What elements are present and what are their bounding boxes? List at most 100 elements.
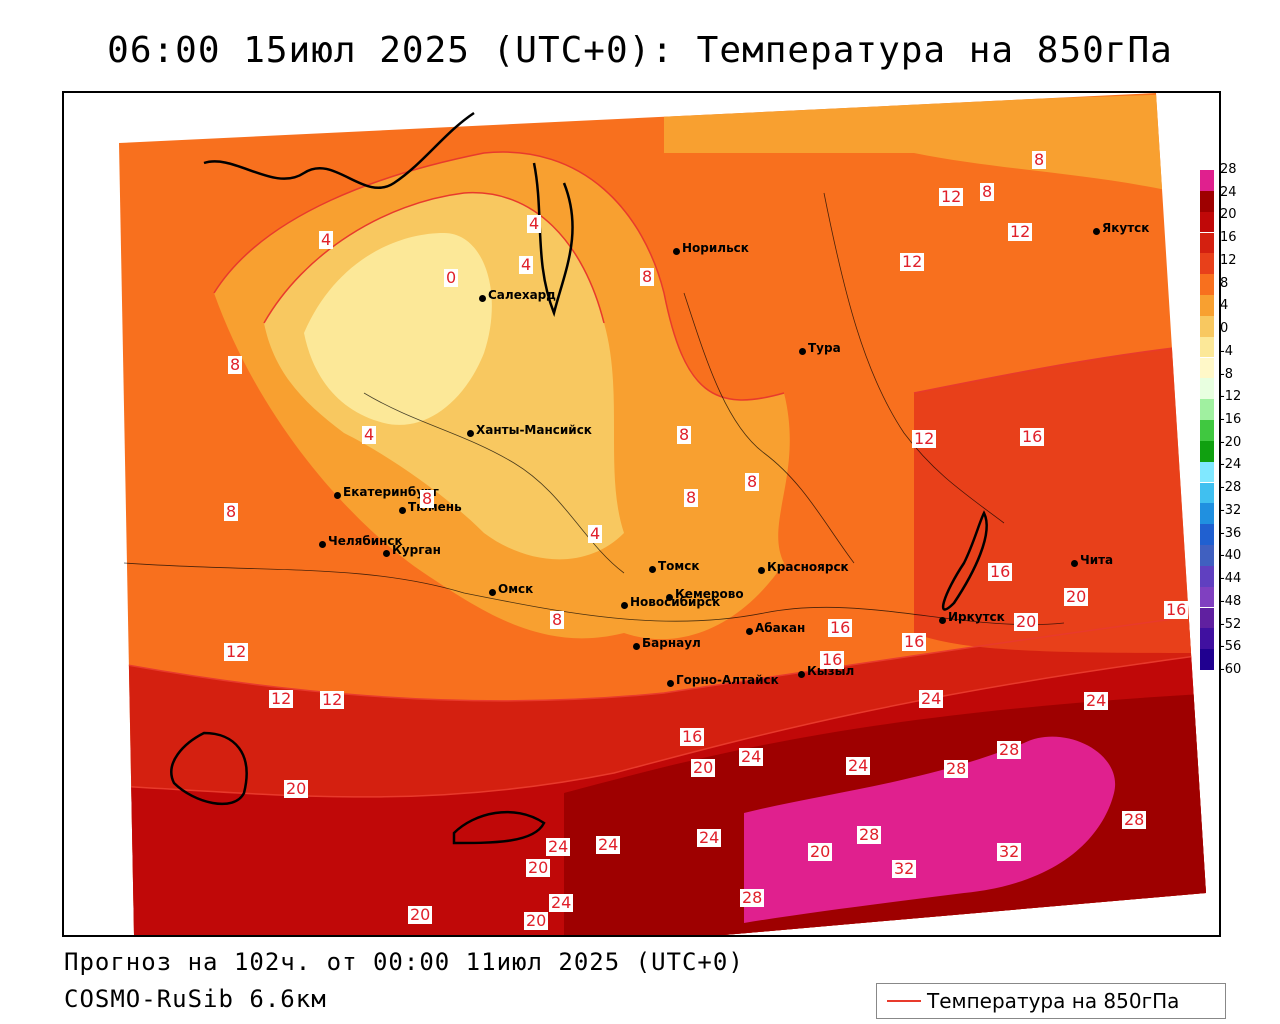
contour-label: 12 xyxy=(939,187,964,206)
colorbar-segment xyxy=(1200,545,1214,566)
contour-label: 24 xyxy=(846,756,871,775)
city-label: Салехард xyxy=(488,288,556,302)
colorbar-segment xyxy=(1200,399,1214,420)
contour-label: 24 xyxy=(1084,691,1109,710)
colorbar-tick-label: -56 xyxy=(1220,639,1242,655)
colorbar-segment xyxy=(1200,649,1214,670)
colorbar-segment xyxy=(1200,295,1214,316)
contour-label: 4 xyxy=(588,524,603,543)
colorbar-segment xyxy=(1200,503,1214,525)
colorbar-segment xyxy=(1200,211,1214,233)
colorbar xyxy=(1200,170,1214,670)
contour-label: 12 xyxy=(269,689,294,708)
contour-label: 0 xyxy=(444,268,459,287)
contour-label: 28 xyxy=(740,888,765,907)
colorbar-segment xyxy=(1200,628,1214,650)
colorbar-segment xyxy=(1200,440,1214,462)
city-label: Томск xyxy=(658,559,700,573)
city-marker xyxy=(1093,228,1100,235)
colorbar-tick-label: -48 xyxy=(1220,593,1242,609)
city-marker xyxy=(319,541,326,548)
contour-label: 20 xyxy=(408,905,433,924)
colorbar-segment xyxy=(1200,482,1214,504)
contour-label: 8 xyxy=(1032,150,1047,169)
colorbar-segment xyxy=(1200,420,1214,441)
contour-label: 8 xyxy=(228,355,243,374)
contour-label: 20 xyxy=(808,842,833,861)
city-marker xyxy=(621,602,628,609)
contour-label: 24 xyxy=(739,747,764,766)
colorbar-tick-label: -44 xyxy=(1220,571,1242,587)
city-marker xyxy=(334,492,341,499)
contour-label: 28 xyxy=(944,759,969,778)
city-marker xyxy=(798,671,805,678)
colorbar-segment xyxy=(1200,336,1214,358)
city-marker xyxy=(383,550,390,557)
contour-label: 24 xyxy=(919,689,944,708)
model-info: COSMO-RuSib 6.6км xyxy=(64,985,327,1013)
city-marker xyxy=(467,430,474,437)
contour-label: 12 xyxy=(900,252,925,271)
city-marker xyxy=(649,566,656,573)
colorbar-tick-label: -32 xyxy=(1220,502,1242,518)
forecast-info: Прогноз на 102ч. от 00:00 11июл 2025 (UT… xyxy=(64,948,744,976)
city-label: Екатеринбург xyxy=(343,485,439,499)
colorbar-segment xyxy=(1200,586,1214,608)
colorbar-tick-label: -40 xyxy=(1220,548,1242,564)
legend-line-icon xyxy=(887,1000,921,1002)
city-marker xyxy=(758,567,765,574)
contour-label: 24 xyxy=(546,837,571,856)
contour-label: 8 xyxy=(224,502,239,521)
city-label: Тюмень xyxy=(408,500,462,514)
contour-label: 8 xyxy=(684,488,699,507)
colorbar-tick-label: -16 xyxy=(1220,412,1242,427)
colorbar-segment xyxy=(1200,524,1214,545)
contour-label: 24 xyxy=(549,893,574,912)
contour-label: 24 xyxy=(596,835,621,854)
contour-label: 28 xyxy=(997,740,1022,759)
city-marker xyxy=(489,589,496,596)
contour-label: 20 xyxy=(526,858,551,877)
colorbar-tick-label: -36 xyxy=(1220,525,1242,541)
city-label: Чита xyxy=(1080,553,1114,567)
colorbar-segment xyxy=(1200,170,1214,191)
contour-label: 12 xyxy=(224,642,249,661)
contour-label: 16 xyxy=(680,727,705,746)
city-marker xyxy=(479,295,486,302)
contour-label: 32 xyxy=(892,859,917,878)
contour-label: 8 xyxy=(745,472,760,491)
contour-label: 20 xyxy=(284,779,309,798)
city-label: Норильск xyxy=(682,241,749,255)
colorbar-tick-label: 8 xyxy=(1220,275,1229,291)
contour-label: 16 xyxy=(820,650,845,669)
city-label: Кемерово xyxy=(675,587,744,601)
colorbar-tick-label: 12 xyxy=(1220,252,1237,268)
contour-label: 20 xyxy=(524,911,549,930)
contour-label: 16 xyxy=(1164,600,1189,619)
city-marker xyxy=(667,680,674,687)
colorbar-tick-label: 24 xyxy=(1220,184,1237,200)
contour-label: 12 xyxy=(320,690,345,709)
contour-label: 4 xyxy=(519,255,534,274)
colorbar-tick-label: 28 xyxy=(1220,162,1237,177)
city-label: Тура xyxy=(808,341,841,355)
colorbar-segment xyxy=(1200,232,1214,254)
colorbar-segment xyxy=(1200,461,1214,483)
city-label: Ханты-Мансийск xyxy=(476,423,592,437)
city-marker xyxy=(666,594,673,601)
colorbar-tick-label: -8 xyxy=(1220,366,1233,382)
city-marker xyxy=(799,348,806,355)
colorbar-tick-label: 0 xyxy=(1220,321,1229,337)
contour-label: 4 xyxy=(319,230,334,249)
contour-label: 24 xyxy=(697,828,722,847)
colorbar-segment xyxy=(1200,315,1214,337)
city-label: Барнаул xyxy=(642,636,701,650)
city-marker xyxy=(673,248,680,255)
colorbar-tick-label: 16 xyxy=(1220,230,1237,246)
contour-label: 20 xyxy=(1064,587,1089,606)
city-label: Горно-Алтайск xyxy=(676,673,779,687)
colorbar-segment xyxy=(1200,357,1214,379)
colorbar-segment xyxy=(1200,253,1214,275)
contour-label: 20 xyxy=(691,758,716,777)
contour-label: 8 xyxy=(677,425,692,444)
